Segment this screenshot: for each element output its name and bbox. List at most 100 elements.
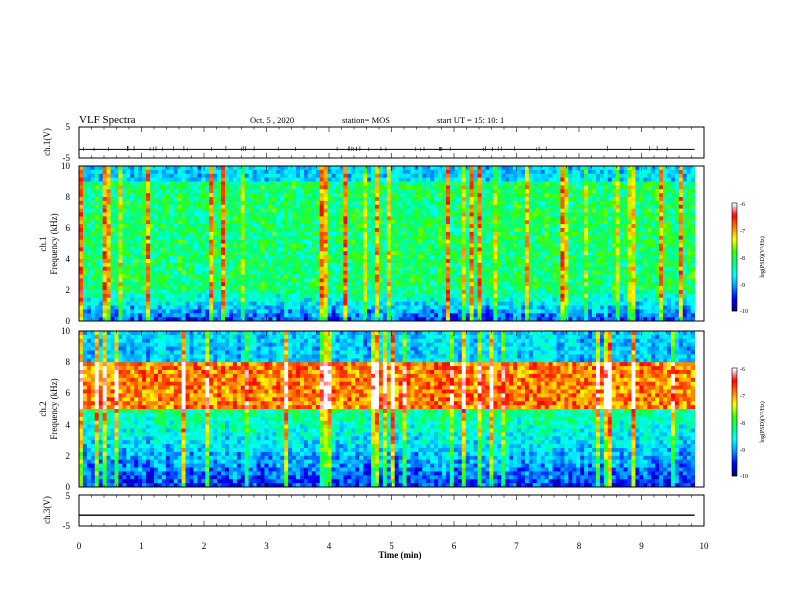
heatmap-cell bbox=[197, 290, 202, 295]
heatmap-cell bbox=[319, 317, 325, 322]
heatmap-cell bbox=[157, 282, 163, 287]
heatmap-cell bbox=[449, 208, 455, 213]
heatmap-cell bbox=[213, 224, 218, 229]
heatmap-cell bbox=[355, 166, 360, 171]
heatmap-cell bbox=[173, 259, 179, 264]
heatmap-cell bbox=[536, 251, 542, 256]
heatmap-cell bbox=[418, 297, 423, 303]
heatmap-cell bbox=[382, 189, 388, 194]
heatmap-cell bbox=[225, 290, 230, 295]
heatmap-cell bbox=[513, 255, 518, 260]
heatmap-cell bbox=[552, 235, 557, 241]
heatmap-cell bbox=[371, 274, 376, 279]
heatmap-cell bbox=[390, 204, 396, 210]
heatmap-cell bbox=[106, 293, 111, 299]
heatmap-cell bbox=[449, 193, 455, 198]
heatmap-cell bbox=[209, 251, 214, 256]
heatmap-cell bbox=[118, 166, 123, 171]
heatmap-cell bbox=[323, 197, 329, 202]
heatmap-cell bbox=[418, 228, 423, 233]
heatmap-cell bbox=[244, 247, 250, 252]
heatmap-cell bbox=[371, 173, 376, 179]
heatmap-cell bbox=[126, 239, 131, 244]
heatmap-cell bbox=[106, 224, 111, 229]
heatmap-cell bbox=[280, 224, 285, 229]
heatmap-cell bbox=[260, 224, 265, 229]
heatmap-cell bbox=[505, 247, 510, 252]
heatmap-cell bbox=[406, 173, 411, 179]
heatmap-cell bbox=[485, 185, 490, 190]
heatmap-cell bbox=[414, 282, 419, 287]
heatmap-cell bbox=[410, 228, 415, 233]
heatmap-cell bbox=[181, 231, 186, 237]
heatmap-cell bbox=[402, 181, 407, 186]
heatmap-cell bbox=[386, 208, 392, 213]
heatmap-cell bbox=[343, 274, 348, 279]
heatmap-cell bbox=[213, 274, 218, 279]
heatmap-cell bbox=[264, 220, 269, 225]
heatmap-cell bbox=[292, 278, 297, 283]
heatmap-cell bbox=[213, 266, 218, 272]
heatmap-cell bbox=[138, 228, 143, 233]
heatmap-cell bbox=[442, 173, 447, 179]
heatmap-cell bbox=[280, 200, 285, 206]
heatmap-cell bbox=[509, 259, 514, 264]
heatmap-cell bbox=[185, 309, 190, 314]
heatmap-cell bbox=[292, 297, 297, 303]
heatmap-cell bbox=[106, 251, 111, 256]
heatmap-cell bbox=[485, 239, 490, 244]
heatmap-cell bbox=[272, 274, 277, 279]
heatmap-cell bbox=[225, 286, 230, 291]
heatmap-cell bbox=[374, 243, 380, 248]
heatmap-cell bbox=[481, 259, 486, 264]
heatmap-cell bbox=[98, 251, 104, 256]
heatmap-cell bbox=[339, 293, 344, 299]
heatmap-cell bbox=[485, 204, 490, 210]
heatmap-cell bbox=[540, 274, 546, 279]
heatmap-cell bbox=[374, 212, 380, 217]
heatmap-cell bbox=[264, 255, 269, 260]
heatmap-cell bbox=[110, 212, 115, 217]
heatmap-cell bbox=[197, 231, 202, 237]
heatmap-cell bbox=[307, 243, 313, 248]
heatmap-cell bbox=[426, 309, 431, 314]
heatmap-cell bbox=[406, 290, 411, 295]
heatmap-cell bbox=[153, 208, 159, 213]
heatmap-cell bbox=[307, 204, 313, 210]
heatmap-cell bbox=[540, 228, 546, 233]
heatmap-cell bbox=[272, 169, 277, 175]
heatmap-cell bbox=[422, 239, 427, 244]
heatmap-cell bbox=[197, 181, 202, 186]
heatmap-cell bbox=[264, 169, 269, 175]
heatmap-cell bbox=[201, 255, 206, 260]
heatmap-cell bbox=[94, 290, 100, 295]
heatmap-cell bbox=[288, 231, 293, 237]
heatmap-cell bbox=[327, 301, 332, 306]
heatmap-cell bbox=[272, 166, 277, 171]
heatmap-cell bbox=[228, 212, 234, 217]
heatmap-cell bbox=[209, 317, 214, 322]
heatmap-cell bbox=[446, 266, 451, 272]
heatmap-cell bbox=[86, 216, 92, 221]
heatmap-cell bbox=[221, 301, 226, 306]
heatmap-cell bbox=[497, 313, 502, 318]
heatmap-cell bbox=[552, 181, 557, 186]
heatmap-cell bbox=[86, 220, 92, 225]
heatmap-cell bbox=[268, 166, 273, 171]
heatmap-cell bbox=[327, 208, 332, 213]
heatmap-cell bbox=[446, 173, 451, 179]
heatmap-cell bbox=[347, 197, 352, 202]
heatmap-cell bbox=[363, 278, 368, 283]
heatmap-cell bbox=[339, 247, 344, 252]
heatmap-cell bbox=[418, 181, 423, 186]
heatmap-cell bbox=[473, 301, 478, 306]
heatmap-cell bbox=[536, 204, 542, 210]
heatmap-cell bbox=[422, 255, 427, 260]
heatmap-cell bbox=[165, 293, 171, 299]
heatmap-cell bbox=[532, 216, 538, 221]
heatmap-cell bbox=[284, 200, 289, 206]
heatmap-cell bbox=[335, 193, 340, 198]
heatmap-cell bbox=[122, 309, 127, 314]
heatmap-cell bbox=[457, 309, 463, 314]
heatmap-cell bbox=[355, 239, 360, 244]
